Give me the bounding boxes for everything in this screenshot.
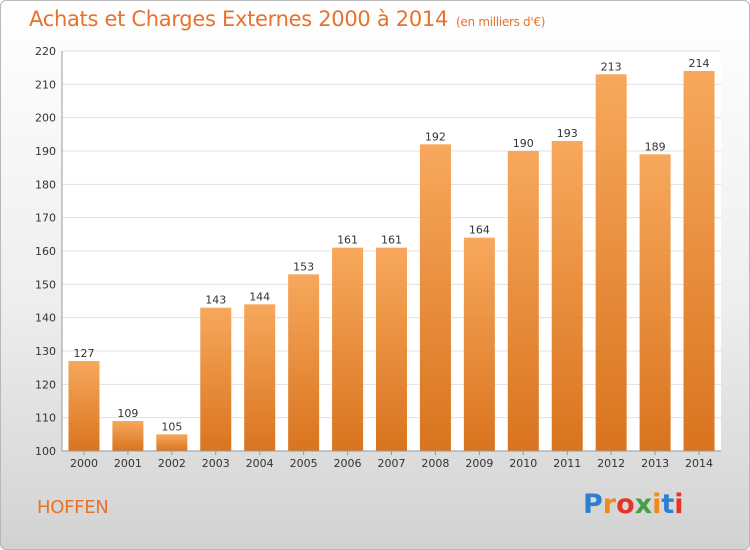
bar-2004 [244, 304, 276, 451]
x-tick-label-2006: 2006 [334, 457, 362, 470]
x-tick-label-2014: 2014 [685, 457, 713, 470]
y-tick-label: 190 [35, 145, 56, 158]
bar-2008 [419, 144, 451, 452]
x-tick-label-2004: 2004 [246, 457, 274, 470]
bars [68, 71, 715, 452]
value-label-2002: 105 [161, 420, 182, 433]
logo-letter: i [652, 489, 662, 520]
value-label-2009: 164 [469, 224, 490, 237]
x-tick-label-2008: 2008 [421, 457, 449, 470]
chart-title: Achats et Charges Externes 2000 à 2014 [29, 7, 449, 31]
y-tick-label: 170 [35, 212, 56, 225]
value-label-2006: 161 [337, 234, 358, 247]
value-label-2004: 144 [249, 290, 270, 303]
value-label-2011: 193 [557, 127, 578, 140]
commune-name: HOFFEN [37, 497, 109, 518]
bar-2005 [288, 274, 320, 451]
bar-2009 [463, 237, 495, 451]
value-label-2007: 161 [381, 234, 402, 247]
chart-subtitle: (en milliers d'€) [456, 15, 546, 29]
y-tick-label: 110 [35, 412, 56, 425]
value-label-2000: 127 [73, 347, 94, 360]
y-tick-label: 200 [35, 112, 56, 125]
x-tick-label-2005: 2005 [290, 457, 318, 470]
x-tick-label-2000: 2000 [70, 457, 98, 470]
value-label-2010: 190 [513, 137, 534, 150]
x-tick-label-2003: 2003 [202, 457, 230, 470]
y-tick-label: 120 [35, 378, 56, 391]
x-tick-label-2009: 2009 [465, 457, 493, 470]
value-label-2014: 214 [689, 57, 710, 70]
logo-letter: P [583, 489, 603, 520]
value-label-2001: 109 [117, 407, 138, 420]
bar-2003 [200, 307, 232, 451]
y-tick-label: 150 [35, 278, 56, 291]
y-tick-label: 140 [35, 312, 56, 325]
value-label-2003: 143 [205, 294, 226, 307]
logo-letter: t [661, 489, 675, 520]
bar-2010 [507, 151, 539, 451]
chart-title-block: Achats et Charges Externes 2000 à 2014 (e… [29, 7, 545, 31]
y-tick-label: 210 [35, 78, 56, 91]
x-tick-label-2012: 2012 [597, 457, 625, 470]
value-label-2005: 153 [293, 260, 314, 273]
x-tick-label-2002: 2002 [158, 457, 186, 470]
x-tick-label-2001: 2001 [114, 457, 142, 470]
proxiti-logo[interactable]: Proxiti [583, 489, 684, 520]
value-label-2012: 213 [601, 60, 622, 73]
x-tick-label-2013: 2013 [641, 457, 669, 470]
bar-2000 [68, 361, 100, 451]
y-axis: 100 110 120 130 140 150 160 170 180 190 200 210 220 [35, 45, 63, 458]
y-tick-label: 220 [35, 45, 56, 58]
value-labels: 127 109 105 143 144 153 161 161 192 164 190 193 213 1… [73, 57, 709, 433]
logo-letter: r [602, 489, 617, 520]
y-tick-label: 160 [35, 245, 56, 258]
x-tick-label-2011: 2011 [553, 457, 581, 470]
value-label-2013: 189 [645, 140, 666, 153]
bar-2013 [639, 154, 671, 452]
y-tick-label: 130 [35, 345, 56, 358]
y-tick-label: 180 [35, 178, 56, 191]
bar-2006 [332, 247, 364, 451]
bar-2001 [112, 421, 144, 451]
x-tick-label-2010: 2010 [509, 457, 537, 470]
bar-2002 [156, 434, 188, 451]
x-tick-label-2007: 2007 [378, 457, 406, 470]
value-label-2008: 192 [425, 130, 446, 143]
y-tick-label: 100 [35, 445, 56, 458]
bar-2011 [551, 141, 583, 451]
logo-letter: x [634, 489, 653, 520]
bar-2012 [595, 74, 627, 451]
logo-letter: i [674, 489, 684, 520]
bar-2007 [376, 247, 407, 451]
bar-2014 [683, 71, 715, 451]
x-axis: 2000 2001 2002 2003 2004 2005 2006 2007 2008 2009… [62, 450, 721, 470]
logo-letter: o [616, 489, 635, 520]
